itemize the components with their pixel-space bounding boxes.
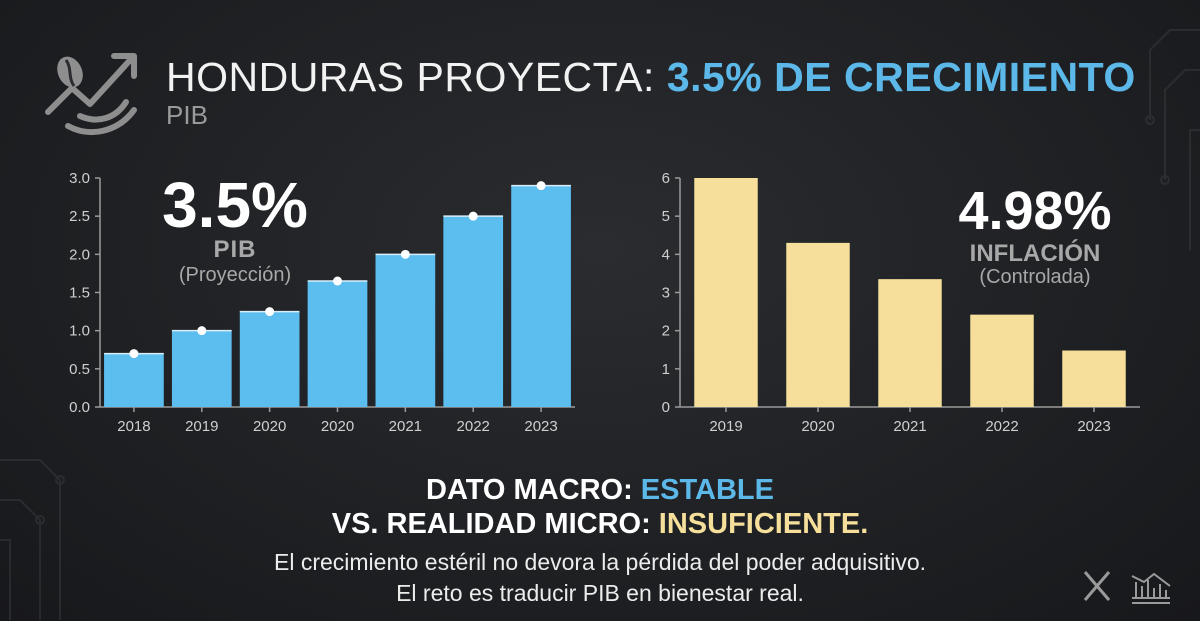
pib-bar-chart: 0.0 0.5 1.0 1.5 2.0 2.5 3.0 2018 2019 2020 2020 202… xyxy=(69,170,575,435)
macro-prefix: DATO MACRO: xyxy=(426,474,641,506)
bar xyxy=(239,311,300,407)
y-tick-label: 1.5 xyxy=(69,285,90,302)
data-point xyxy=(129,349,139,359)
data-point xyxy=(468,211,478,221)
x-tick-label: 2022 xyxy=(985,418,1018,435)
inflation-callout-label: INFLACIÓN xyxy=(969,240,1101,267)
bar xyxy=(104,353,164,407)
macro-highlight: ESTABLE xyxy=(640,474,774,506)
page-title: HONDURAS PROYECTA: 3.5% DE CRECIMIENTO xyxy=(166,54,1136,101)
y-tick-label: 2.5 xyxy=(69,208,90,225)
y-tick-label: 2 xyxy=(662,323,670,340)
x-tick-label: 2019 xyxy=(709,418,742,435)
bar xyxy=(511,185,571,407)
x-tick-label: 2021 xyxy=(389,418,422,435)
macro-statement: DATO MACRO: ESTABLE xyxy=(0,474,1200,507)
x-tick-label: 2023 xyxy=(1077,418,1110,435)
bar xyxy=(694,178,758,407)
x-tick-label: 2019 xyxy=(185,418,218,435)
conclusion-line-2: El reto es traducir PIB en bienestar rea… xyxy=(396,580,804,606)
x-tick-label: 2020 xyxy=(253,418,286,435)
bar xyxy=(375,254,436,407)
bar xyxy=(970,314,1034,407)
inflation-callout-note: (Controlada) xyxy=(979,266,1091,288)
x-tick-label: 2020 xyxy=(801,418,834,435)
page-subtitle: PIB xyxy=(166,100,208,130)
y-tick-label: 4 xyxy=(662,246,670,263)
title-highlight: 3.5% DE CRECIMIENTO xyxy=(666,54,1136,100)
inflation-callout-value: 4.98% xyxy=(958,181,1112,241)
pib-callout-label: PIB xyxy=(213,236,257,263)
y-tick-label: 1 xyxy=(662,361,670,378)
bar xyxy=(307,281,368,407)
data-point xyxy=(265,307,275,317)
x-tick-label: 2020 xyxy=(321,418,354,435)
y-tick-label: 6 xyxy=(662,170,670,187)
y-tick-label: 3 xyxy=(662,285,670,302)
micro-prefix: VS. REALIDAD MICRO: xyxy=(331,508,659,540)
y-tick-label: 2.0 xyxy=(69,246,90,263)
y-tick-label: 1.0 xyxy=(69,323,90,340)
pib-callout-note: (Proyección) xyxy=(178,264,292,286)
conclusion-line-1: El crecimiento estéril no devora la pérd… xyxy=(273,549,927,575)
bar xyxy=(1062,350,1126,407)
bank-chart-icon xyxy=(1131,572,1171,604)
x-tick-label: 2023 xyxy=(524,418,557,435)
x-icon xyxy=(1083,571,1111,601)
y-tick-label: 0.0 xyxy=(69,399,90,416)
micro-highlight: INSUFICIENTE. xyxy=(658,508,869,540)
y-tick-label: 3.0 xyxy=(69,170,90,187)
pib-callout-value: 3.5% xyxy=(162,169,308,241)
y-tick-label: 0 xyxy=(662,399,670,416)
data-point xyxy=(400,249,410,259)
y-tick-label: 5 xyxy=(662,208,670,225)
inflation-bar-chart: 0 1 2 3 4 5 6 2019 2020 2021 2022 2023 xyxy=(662,170,1140,435)
x-tick-label: 2022 xyxy=(457,418,490,435)
data-point xyxy=(197,326,207,336)
data-point xyxy=(333,276,342,286)
data-point xyxy=(536,181,546,191)
bar xyxy=(171,330,232,407)
coffee-banana-growth-icon xyxy=(45,53,137,136)
y-tick-label: 0.5 xyxy=(69,361,90,378)
x-tick-label: 2018 xyxy=(117,418,150,435)
bar xyxy=(786,242,850,407)
title-main: HONDURAS PROYECTA: xyxy=(166,54,667,100)
micro-statement: VS. REALIDAD MICRO: INSUFICIENTE. xyxy=(0,508,1200,541)
x-tick-label: 2021 xyxy=(893,418,926,435)
bar xyxy=(443,216,504,407)
bar xyxy=(878,279,942,407)
